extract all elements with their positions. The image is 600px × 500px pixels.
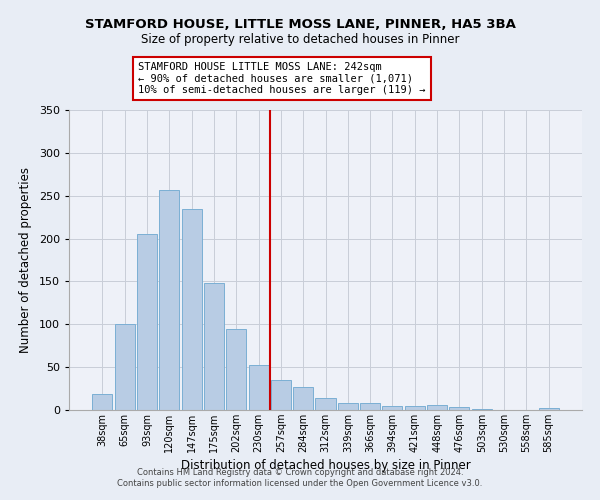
Bar [427,405,447,410]
Y-axis label: Number of detached properties: Number of detached properties [19,167,32,353]
Bar [449,408,469,410]
Bar [248,366,269,410]
Bar [405,406,425,410]
Bar [204,283,224,410]
Text: STAMFORD HOUSE LITTLE MOSS LANE: 242sqm
← 90% of detached houses are smaller (1,: STAMFORD HOUSE LITTLE MOSS LANE: 242sqm … [138,62,426,95]
Bar [382,406,403,410]
Text: STAMFORD HOUSE, LITTLE MOSS LANE, PINNER, HA5 3BA: STAMFORD HOUSE, LITTLE MOSS LANE, PINNER… [85,18,515,30]
Text: Contains HM Land Registry data © Crown copyright and database right 2024.
Contai: Contains HM Land Registry data © Crown c… [118,468,482,487]
Text: Size of property relative to detached houses in Pinner: Size of property relative to detached ho… [141,32,459,46]
Bar [360,403,380,410]
Bar [539,408,559,410]
Bar [137,234,157,410]
X-axis label: Distribution of detached houses by size in Pinner: Distribution of detached houses by size … [181,459,470,472]
Bar [182,208,202,410]
Bar [226,330,246,410]
Bar [472,409,492,410]
Bar [316,398,335,410]
Bar [159,190,179,410]
Bar [115,324,135,410]
Bar [293,387,313,410]
Bar [92,394,112,410]
Bar [271,380,291,410]
Bar [338,403,358,410]
